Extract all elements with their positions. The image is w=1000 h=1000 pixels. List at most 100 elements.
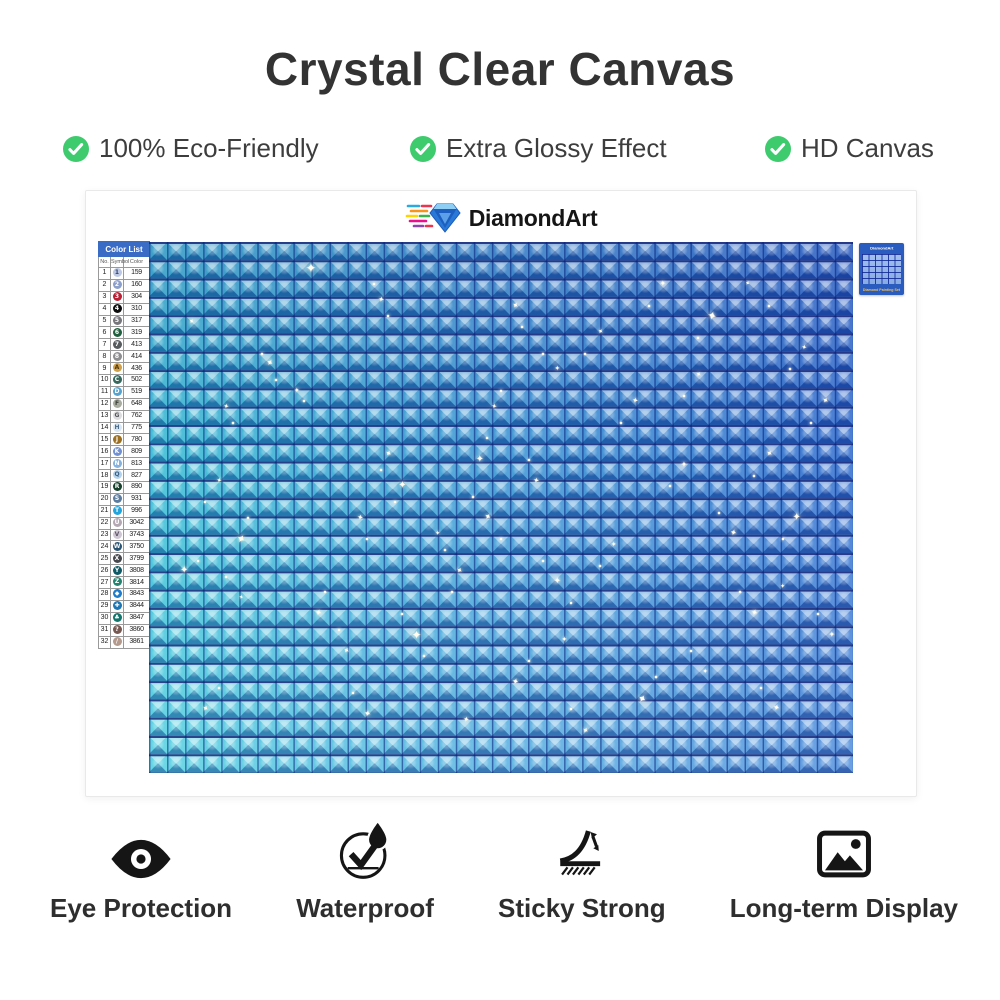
color-code: 436 — [123, 362, 150, 376]
sparkle: ✦ — [263, 357, 275, 370]
bottom-feature-label: Sticky Strong — [498, 893, 666, 923]
color-list-row: 20 S 931 — [98, 492, 150, 506]
sparkle: ✦ — [475, 453, 485, 465]
color-code: 931 — [123, 492, 150, 506]
color-no: 4 — [98, 302, 111, 316]
sparkle: ✦ — [531, 475, 541, 486]
color-no: 11 — [98, 385, 111, 399]
thumbnail-caption-text: Diamond Painting Set — [862, 288, 901, 292]
sparkle: ✦ — [232, 530, 249, 548]
sparkle: ✦ — [561, 635, 568, 644]
color-code: 3799 — [123, 552, 150, 566]
color-symbol: F — [112, 399, 122, 409]
color-no: 30 — [98, 611, 111, 625]
color-list-row: 7 7 413 — [98, 338, 150, 352]
color-list-row: 26 Y 3808 — [98, 564, 150, 578]
color-no: 18 — [98, 469, 111, 483]
color-no: 14 — [98, 421, 111, 435]
sparkle-dot — [816, 612, 820, 616]
color-list-row: 31? 3860 — [98, 623, 150, 637]
color-symbol: ♣ — [112, 613, 122, 623]
color-list-row: 17 N 813 — [98, 457, 150, 471]
color-no: 3 — [98, 290, 111, 304]
top-feature-label: Extra Glossy Effect — [446, 133, 667, 163]
sparkle: ✦ — [799, 343, 808, 353]
color-list-row: 15 J 780 — [98, 433, 150, 447]
color-list-row: 8 8 414 — [98, 350, 150, 364]
sparkle-dot — [302, 399, 306, 403]
sparkle-dot — [527, 458, 531, 462]
color-code: 160 — [123, 278, 150, 292]
color-symbol: Y — [112, 565, 122, 575]
check-icon — [63, 135, 89, 162]
sparkle: ✦ — [780, 583, 786, 591]
color-no: 7 — [98, 338, 111, 352]
color-code: 813 — [123, 457, 150, 471]
color-code: 519 — [123, 385, 150, 399]
color-code: 317 — [123, 314, 150, 328]
bottom-feature-label: Long-term Display — [729, 893, 958, 923]
sparkle-dot — [499, 389, 503, 393]
sparkle-dot — [246, 516, 250, 520]
color-symbol: R — [112, 482, 122, 492]
color-code: 502 — [123, 374, 150, 387]
color-symbol: ◆ — [112, 589, 122, 599]
color-list-row: 25 X 3799 — [98, 552, 150, 566]
color-code: 310 — [123, 302, 150, 316]
color-code: 775 — [123, 421, 150, 435]
sparkle: ✦ — [828, 629, 836, 639]
sparkle-dot — [583, 352, 587, 355]
sparkle: ✦ — [362, 708, 373, 720]
color-no: 6 — [98, 326, 111, 340]
color-no: 9 — [98, 362, 111, 376]
sparkle-dot — [274, 378, 278, 382]
sparkle-dot — [365, 537, 369, 541]
sparkle: ✦ — [237, 593, 244, 602]
sparkle-dot — [351, 691, 355, 695]
color-code: 3808 — [123, 564, 150, 578]
sparkle: ✦ — [411, 627, 422, 642]
sparkle: ✦ — [200, 703, 211, 715]
sparkle-dot — [471, 495, 475, 499]
sparkle-dot — [654, 675, 658, 679]
sparkle: ✦ — [481, 511, 493, 524]
color-symbol: 8 — [112, 351, 122, 361]
color-code: 3861 — [123, 635, 150, 649]
sparkle-dot — [767, 304, 771, 308]
sparkle: ✦ — [510, 676, 521, 689]
color-list-row: 5 5 317 — [98, 314, 150, 328]
sparkle-dot — [696, 336, 700, 340]
sparkle: ✦ — [743, 279, 752, 289]
color-list-row: 13 G 762 — [98, 409, 150, 423]
sparkle: ✦ — [293, 386, 300, 395]
color-no: 12 — [98, 397, 111, 411]
color-code: 3860 — [123, 623, 150, 637]
color-list-row: 2 2 160 — [98, 278, 150, 292]
sparkle-dot — [809, 421, 813, 425]
sparkle-dot — [752, 474, 756, 478]
color-list-header-symbol: Symbol — [110, 256, 129, 268]
sparkle: ✦ — [630, 395, 640, 407]
package-thumbnail: DiamondArt Diamond Painting Set — [859, 243, 904, 295]
color-symbol: 6 — [112, 327, 122, 337]
color-list-row: 14 H 775 — [98, 421, 150, 435]
color-symbol: 2 — [112, 280, 122, 290]
color-symbol: Q — [112, 470, 122, 480]
color-code: 3743 — [123, 528, 150, 542]
sparkle: ✦ — [680, 460, 688, 470]
color-symbol: W — [112, 541, 122, 551]
color-no: 28 — [98, 588, 111, 601]
color-list-row: 29 ✚ 3844 — [98, 599, 150, 613]
thumbnail-brand-name: DiamondArt — [869, 245, 894, 251]
color-code: 780 — [123, 433, 150, 447]
sparkle-dot — [619, 421, 623, 425]
thumbnail-brand: DiamondArt — [859, 243, 904, 253]
check-icon — [765, 135, 791, 162]
sparkle-dot — [781, 537, 785, 541]
color-code: 996 — [123, 504, 150, 518]
color-symbol: Z — [112, 577, 122, 587]
color-symbol: 3 — [112, 292, 122, 302]
color-symbol: T — [112, 506, 122, 516]
diamond-logo-icon — [405, 203, 461, 233]
color-list-row: 9 A 436 — [98, 362, 150, 376]
